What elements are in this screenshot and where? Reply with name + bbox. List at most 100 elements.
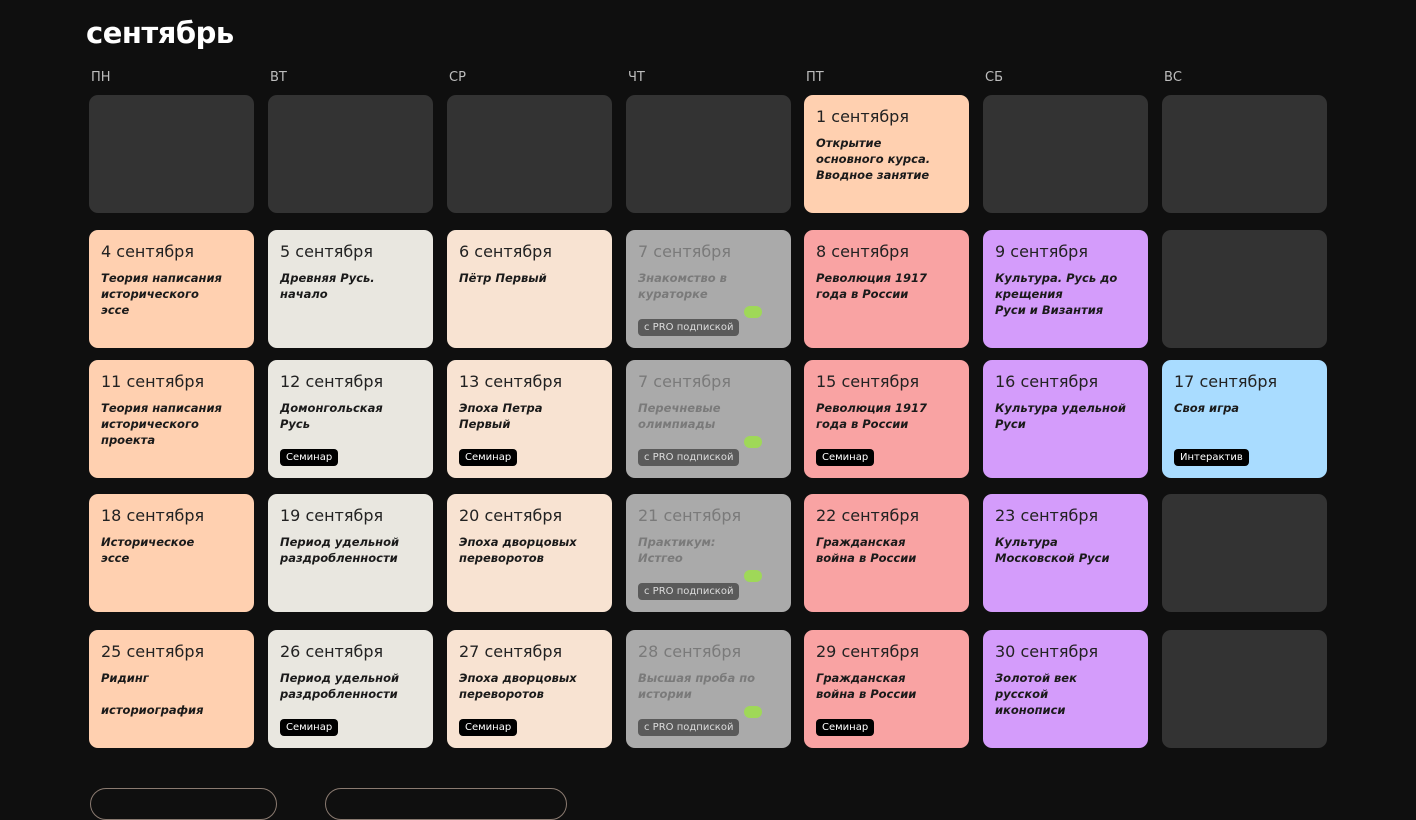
lesson-topic: Революция 1917 года в России (816, 401, 927, 431)
day-cell[interactable]: 11 сентября Теория написания историческо… (89, 360, 254, 478)
day-cell[interactable]: 21 сентября Практикум: Истгео с PRO подпи… (626, 494, 791, 612)
day-date: 23 сентября (995, 506, 1099, 525)
day-date: 15 сентября (816, 372, 920, 391)
day-date: 25 сентября (101, 642, 205, 661)
lesson-topic: Домонгольская Русь (280, 401, 383, 431)
day-cell[interactable]: 17 сентября Своя игра Интерактив (1162, 360, 1327, 478)
day-cell[interactable]: 1 сентября Открытие основного курса. Вво… (804, 95, 969, 213)
empty-day-cell (983, 95, 1148, 213)
bottom-button-2[interactable] (325, 788, 567, 820)
day-date: 21 сентября (638, 506, 742, 525)
lesson-topic: Открытие основного курса. Вводное заняти… (816, 136, 931, 182)
lesson-topic: Период удельной раздробленности (280, 535, 400, 565)
day-date: 17 сентября (1174, 372, 1278, 391)
weekday-label: СР (449, 70, 466, 85)
day-cell[interactable]: 22 сентября Гражданская война в России (804, 494, 969, 612)
lesson-topic: Теория написания исторического эссе (101, 271, 222, 317)
day-date: 9 сентября (995, 242, 1088, 261)
day-cell[interactable]: 23 сентября Культура Московской Руси (983, 494, 1148, 612)
lesson-topic: Золотой век русской иконописи (995, 671, 1077, 717)
day-cell[interactable]: 29 сентября Гражданская война в России Се… (804, 630, 969, 748)
day-cell[interactable]: 28 сентября Высшая проба по истории с PRO… (626, 630, 791, 748)
day-cell[interactable]: 13 сентября Эпоха Петра Первый Семинар (447, 360, 612, 478)
day-date: 12 сентября (280, 372, 384, 391)
empty-day-cell (1162, 230, 1327, 348)
day-cell[interactable]: 9 сентября Культура. Русь до крещения Ру… (983, 230, 1148, 348)
day-date: 7 сентября (638, 372, 731, 391)
lesson-topic: Эпоха дворцовых переворотов (459, 535, 577, 565)
weekday-label: ВС (1164, 70, 1182, 85)
day-cell[interactable]: 15 сентября Революция 1917 года в России… (804, 360, 969, 478)
day-date: 29 сентября (816, 642, 920, 661)
lesson-badge: Семинар (816, 449, 875, 466)
lesson-topic: Ридинг историография (101, 671, 204, 717)
weekday-label: ПТ (806, 70, 824, 85)
day-cell[interactable]: 8 сентября Революция 1917 года в России (804, 230, 969, 348)
weekday-label: ВТ (270, 70, 287, 85)
weekday-label: ПН (91, 70, 111, 85)
lesson-topic: Эпоха Петра Первый (459, 401, 543, 431)
day-cell[interactable]: 19 сентября Период удельной раздробленно… (268, 494, 433, 612)
day-cell[interactable]: 26 сентября Период удельной раздробленно… (268, 630, 433, 748)
day-cell[interactable]: 16 сентября Культура удельной Руси (983, 360, 1148, 478)
pro-icon (744, 706, 762, 718)
day-cell[interactable]: 7 сентября Перечневые олимпиады с PRO под… (626, 360, 791, 478)
lesson-topic: Эпоха дворцовых переворотов (459, 671, 577, 701)
lesson-topic: Революция 1917 года в России (816, 271, 927, 301)
empty-day-cell (89, 95, 254, 213)
lesson-topic: Культура Московской Руси (995, 535, 1110, 565)
lesson-topic: Период удельной раздробленности (280, 671, 400, 701)
empty-day-cell (1162, 630, 1327, 748)
day-cell[interactable]: 27 сентября Эпоха дворцовых переворотов С… (447, 630, 612, 748)
lesson-topic: Пётр Первый (459, 271, 547, 285)
day-cell[interactable]: 7 сентября Знакомство в кураторке с PRO п… (626, 230, 791, 348)
day-cell[interactable]: 25 сентября Ридинг историография (89, 630, 254, 748)
day-date: 16 сентября (995, 372, 1099, 391)
lesson-topic: Гражданская война в России (816, 671, 917, 701)
lesson-badge: Семинар (816, 719, 875, 736)
empty-day-cell (626, 95, 791, 213)
empty-day-cell (447, 95, 612, 213)
day-date: 6 сентября (459, 242, 552, 261)
day-date: 26 сентября (280, 642, 384, 661)
day-date: 18 сентября (101, 506, 205, 525)
day-cell[interactable]: 18 сентября Историческое эссе (89, 494, 254, 612)
weekday-label: СБ (985, 70, 1003, 85)
lesson-topic: Перечневые олимпиады (638, 401, 721, 431)
day-cell[interactable]: 6 сентября Пётр Первый (447, 230, 612, 348)
weekday-label: ЧТ (628, 70, 645, 85)
pro-icon (744, 306, 762, 318)
day-date: 13 сентября (459, 372, 563, 391)
day-cell[interactable]: 20 сентября Эпоха дворцовых переворотов (447, 494, 612, 612)
lesson-topic: Знакомство в кураторке (638, 271, 727, 301)
lesson-topic: Высшая проба по истории (638, 671, 756, 701)
lesson-topic: Древняя Русь. начало (280, 271, 375, 301)
day-date: 20 сентября (459, 506, 563, 525)
day-cell[interactable]: 30 сентября Золотой век русской иконопис… (983, 630, 1148, 748)
pro-icon (744, 436, 762, 448)
day-cell[interactable]: 4 сентября Теория написания историческог… (89, 230, 254, 348)
lesson-badge: с PRO подпиской (638, 449, 740, 466)
lesson-topic: Историческое эссе (101, 535, 195, 565)
month-title: сентябрь (86, 16, 234, 50)
day-date: 22 сентября (816, 506, 920, 525)
day-date: 11 сентября (101, 372, 205, 391)
day-date: 8 сентября (816, 242, 909, 261)
day-date: 28 сентября (638, 642, 742, 661)
lesson-badge: Семинар (280, 449, 339, 466)
lesson-topic: Своя игра (1174, 401, 1240, 415)
lesson-badge: Интерактив (1174, 449, 1249, 466)
day-date: 4 сентября (101, 242, 194, 261)
empty-day-cell (268, 95, 433, 213)
empty-day-cell (1162, 494, 1327, 612)
lesson-topic: Практикум: Истгео (638, 535, 716, 565)
lesson-topic: Теория написания исторического проекта (101, 401, 222, 447)
pro-icon (744, 570, 762, 582)
day-cell[interactable]: 5 сентября Древняя Русь. начало (268, 230, 433, 348)
day-date: 5 сентября (280, 242, 373, 261)
lesson-badge: с PRO подпиской (638, 319, 740, 336)
bottom-button-1[interactable] (90, 788, 277, 820)
day-date: 1 сентября (816, 107, 909, 126)
day-cell[interactable]: 12 сентября Домонгольская Русь Семинар (268, 360, 433, 478)
lesson-badge: Семинар (280, 719, 339, 736)
